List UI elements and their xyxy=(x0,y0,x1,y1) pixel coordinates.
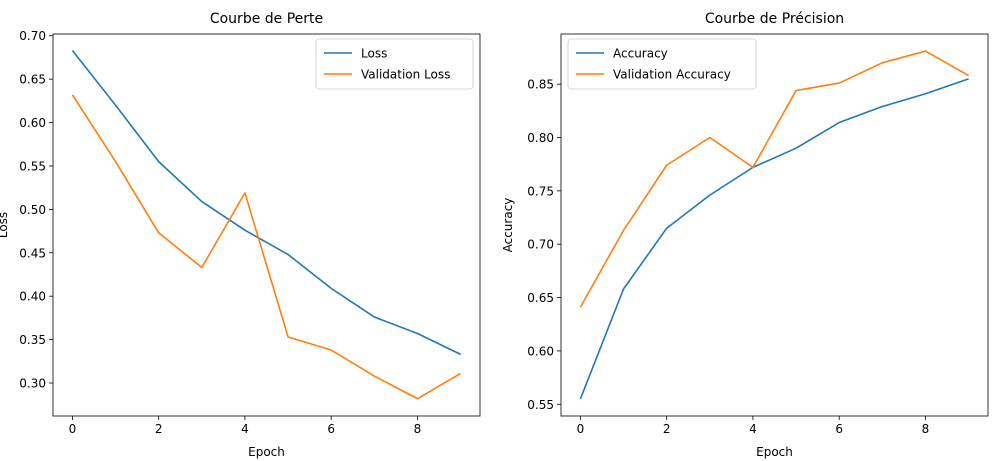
accuracy-chart-frame xyxy=(560,33,989,417)
loss-chart-lines xyxy=(71,50,461,400)
accuracy-chart-ytick-label: 0.70 xyxy=(527,238,554,252)
loss-chart-xtick-label: 4 xyxy=(241,422,249,436)
loss-chart-ytick-label: 0.65 xyxy=(19,73,46,87)
loss-chart-ytick-label: 0.70 xyxy=(19,29,46,43)
accuracy-chart: Courbe de Précision Epoch Accuracy 0 2 4 6 8… xyxy=(501,11,989,459)
accuracy-chart-xtick-label: 2 xyxy=(663,422,671,436)
accuracy-chart-ylabel: Accuracy xyxy=(501,198,515,253)
accuracy-chart-legend-box xyxy=(567,38,757,90)
loss-chart-xtick-label: 0 xyxy=(69,422,77,436)
loss-chart-frame xyxy=(52,33,481,417)
accuracy-chart-ytick-label: 0.75 xyxy=(527,184,554,198)
loss-chart-xtick-label: 8 xyxy=(414,422,422,436)
accuracy-chart-ticks: 0 2 4 6 8 0.55 0.60 0.65 0.70 0.75 0.80 0.85 xyxy=(527,78,929,436)
loss-chart-legend-label: Loss xyxy=(361,47,387,61)
accuracy-chart-ytick-label: 0.55 xyxy=(527,398,554,412)
loss-chart-ytick-label: 0.40 xyxy=(19,290,46,304)
accuracy-chart-series-0-line xyxy=(579,78,969,400)
loss-chart-xtick-label: 6 xyxy=(327,422,335,436)
accuracy-chart-legend-label: Validation Accuracy xyxy=(613,68,731,82)
loss-chart-ytick-label: 0.30 xyxy=(19,377,46,391)
loss-chart-legend-box xyxy=(315,38,474,90)
loss-chart-ytick-label: 0.45 xyxy=(19,246,46,260)
accuracy-chart-xlabel: Epoch xyxy=(756,445,793,459)
loss-chart-series-1-line xyxy=(71,94,461,400)
accuracy-chart-xtick-label: 8 xyxy=(922,422,930,436)
accuracy-chart-ytick-label: 0.85 xyxy=(527,78,554,92)
accuracy-chart-ytick-label: 0.60 xyxy=(527,344,554,358)
accuracy-chart-xtick-label: 4 xyxy=(749,422,757,436)
loss-chart-title: Courbe de Perte xyxy=(210,11,323,27)
accuracy-chart-series-1-line xyxy=(579,50,969,308)
loss-chart-ytick-label: 0.50 xyxy=(19,203,46,217)
loss-chart-ticks: 0 2 4 6 8 0.30 0.35 0.40 0.45 0.50 0.55 0.60 0.65 0.7… xyxy=(19,29,421,436)
loss-chart-xlabel: Epoch xyxy=(248,445,285,459)
loss-chart-ytick-label: 0.55 xyxy=(19,159,46,173)
loss-chart-xtick-label: 2 xyxy=(155,422,163,436)
loss-chart-legend-label: Validation Loss xyxy=(361,68,450,82)
accuracy-chart-legend: Accuracy Validation Accuracy xyxy=(567,38,757,90)
accuracy-chart-legend-label: Accuracy xyxy=(613,47,668,61)
loss-chart-ylabel: Loss xyxy=(0,212,10,238)
loss-chart-series-0-line xyxy=(71,50,461,356)
loss-chart-ytick-label: 0.60 xyxy=(19,116,46,130)
loss-chart-legend: Loss Validation Loss xyxy=(315,38,474,90)
accuracy-chart-ytick-label: 0.65 xyxy=(527,291,554,305)
accuracy-chart-xtick-label: 0 xyxy=(577,422,585,436)
loss-chart: Courbe de Perte Epoch Loss 0 2 4 6 8 0.30 0.35… xyxy=(0,11,481,459)
accuracy-chart-ytick-label: 0.80 xyxy=(527,131,554,145)
accuracy-chart-xtick-label: 6 xyxy=(835,422,843,436)
loss-chart-ytick-label: 0.35 xyxy=(19,333,46,347)
accuracy-chart-title: Courbe de Précision xyxy=(705,11,844,27)
accuracy-chart-lines xyxy=(579,50,969,400)
